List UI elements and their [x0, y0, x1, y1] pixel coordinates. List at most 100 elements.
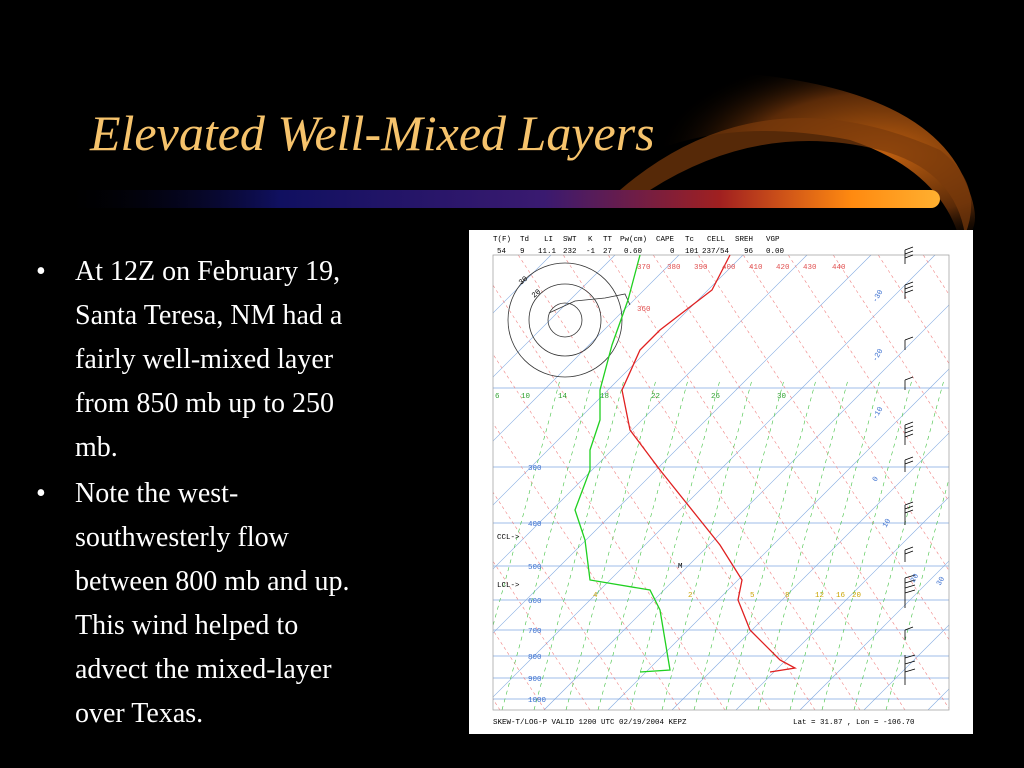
lower-mixing-label: 2: [688, 592, 693, 600]
isotherm: [493, 255, 936, 698]
mixing-ratio: [501, 379, 593, 710]
mixing-ratio: [757, 379, 849, 710]
header-value: 232: [563, 248, 577, 256]
bullet-marker: •: [36, 478, 46, 509]
lower-mixing-label: 20: [852, 592, 862, 600]
mixing-ratio: [693, 379, 785, 710]
mixing-ratio: [725, 379, 817, 710]
temperature-trace: [621, 254, 798, 673]
isotherm: [863, 624, 949, 710]
dry-adiabat: [493, 353, 726, 710]
footer-right: Lat = 31.87 , Lon = -106.70: [793, 719, 915, 727]
header-label: Tc: [685, 236, 694, 244]
bullet-line: mb.: [75, 432, 118, 463]
skewt-grid: [493, 250, 1024, 710]
dry-adiabat: [562, 255, 861, 710]
dry-adiabat: [877, 255, 949, 365]
marker-label: M: [678, 563, 683, 571]
mixing-ratio: [493, 379, 561, 627]
isotherm: [992, 250, 1024, 710]
mixing-label: 22: [651, 393, 660, 401]
isotherm: [799, 560, 949, 710]
plot-frame: [492, 254, 950, 711]
theta-label: 440: [832, 264, 846, 272]
swoosh-arc: [620, 118, 972, 235]
theta-label: 410: [749, 264, 763, 272]
lower-mixing-label: 16: [836, 592, 846, 600]
bullet-line: over Texas.: [75, 698, 203, 729]
mixing-ratio: [629, 379, 721, 710]
footer-left: SKEW-T/LOG-P VALID 1200 UTC 02/19/2004 K…: [493, 719, 687, 727]
isotherm: [607, 368, 949, 710]
mixing-ratio: [853, 379, 945, 710]
theta-label: 380: [667, 264, 681, 272]
mixing-label: 14: [558, 393, 568, 401]
dry-adiabat: [607, 255, 906, 710]
pressure-label: 600: [528, 598, 542, 606]
dry-adiabat: [652, 255, 949, 710]
image-background: [469, 230, 973, 734]
header-value: 96: [744, 248, 754, 256]
isotherm-label: 0: [872, 475, 881, 483]
lower-mixing-label: 5: [750, 592, 755, 600]
mixing-ratio: [821, 379, 913, 710]
header-value: 9: [520, 248, 525, 256]
bullet-line: between 800 mb and up.: [75, 566, 350, 597]
isotherm: [735, 496, 949, 710]
pressure-label: 1000: [528, 697, 547, 705]
pressure-label: 400: [528, 521, 542, 529]
lower-mixing-label: 4: [593, 592, 598, 600]
mixing-label: 10: [521, 393, 531, 401]
header-label: K: [588, 236, 593, 244]
bullet-line: This wind helped to: [75, 610, 298, 641]
lower-mixing-label: 8: [785, 592, 790, 600]
isotherm: [493, 255, 680, 442]
isotherm-label: 20: [910, 572, 922, 584]
header-value: 0: [670, 248, 675, 256]
pressure-label: 900: [528, 676, 542, 684]
isotherm: [671, 432, 949, 710]
header-value: 0.00: [766, 248, 785, 256]
dry-adiabat: [965, 250, 1024, 710]
parcel-label: LCL->: [497, 582, 520, 590]
isotherm: [543, 304, 949, 710]
swoosh: [600, 69, 975, 241]
bullet-line: fairly well-mixed layer: [75, 344, 334, 375]
hodograph: [507, 262, 631, 378]
theta-label: 360: [637, 306, 651, 314]
mixing-ratio: [661, 379, 753, 710]
mixing-ratio: [789, 379, 881, 710]
header-label: T(F): [493, 236, 511, 244]
mixing-ratio: [885, 477, 949, 710]
dry-adiabat: [1010, 250, 1024, 710]
mixing-label: 30: [777, 393, 787, 401]
dry-adiabat: [493, 491, 636, 710]
isotherm: [493, 255, 616, 378]
isotherm: [493, 255, 872, 634]
header-label: VGP: [766, 236, 780, 244]
header-value: 54: [497, 248, 507, 256]
pressure-label: 800: [528, 654, 542, 662]
theta-label: 370: [637, 264, 651, 272]
bullet-line: southwesterly flow: [75, 522, 290, 553]
bullet-line: advect the mixed-layer: [75, 654, 332, 685]
header-value: 237/54: [702, 248, 730, 256]
bullet-list: • At 12Z on February 19, Santa Teresa, NM …: [36, 256, 350, 729]
pressure-label: 300: [528, 465, 542, 473]
bullet-line: At 12Z on February 19,: [75, 256, 340, 287]
header-value: -1: [586, 248, 596, 256]
header-value: 101: [685, 248, 699, 256]
dry-adiabat: [787, 255, 949, 503]
dry-adiabat: [493, 560, 591, 710]
parcel-label: CCL->: [497, 534, 520, 542]
mixing-ratio: [597, 379, 689, 710]
bullet-line: Note the west-: [75, 478, 238, 509]
mixing-ratio: [565, 379, 657, 710]
mixing-ratio: [533, 379, 625, 710]
slide-title: Elevated Well-Mixed Layers: [89, 105, 655, 161]
mixing-label: 26: [711, 393, 721, 401]
isotherm-label: 30: [936, 575, 948, 587]
isotherm-label: 10: [882, 517, 894, 529]
header-label: Pw(cm): [620, 236, 647, 244]
